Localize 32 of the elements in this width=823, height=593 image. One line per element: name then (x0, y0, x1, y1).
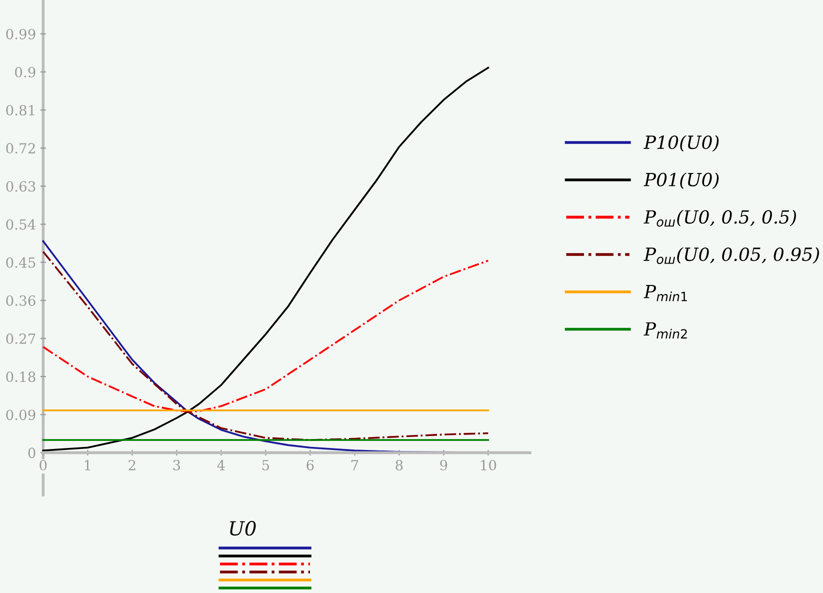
x-tick-label: 4 (217, 460, 225, 470)
legend-label: P$_{min2}$ (644, 322, 687, 338)
x-tick-label: 3 (173, 460, 180, 470)
y-tick-label: 0.09 (6, 410, 36, 420)
x-tick-label: 0 (40, 460, 47, 470)
legend-label: P10(U0) (644, 135, 719, 152)
y-tick-label: 0.45 (6, 257, 36, 268)
legend-label: P$_{ош}$(U0, 0.05, 0.95) (644, 247, 820, 264)
y-tick-label: 0.81 (6, 104, 34, 116)
legend-label: P$_{ош}$(U0, 0.5, 0.5) (644, 210, 796, 227)
y-tick-label: 0.36 (6, 295, 36, 306)
x-tick-label: 5 (262, 460, 270, 470)
y-tick-label: 0.99 (6, 28, 36, 40)
x-tick-label: 9 (440, 460, 448, 470)
y-tick-label: 0.18 (6, 372, 36, 382)
y-tick-label: 0.72 (6, 143, 35, 154)
x-tick-label: 6 (306, 460, 314, 470)
y-tick-label: 0.27 (6, 333, 36, 344)
legend-label: P01(U0) (644, 172, 719, 189)
x-tick-label: 7 (351, 460, 358, 470)
line-series (42, 66, 490, 452)
x-tick-label: 2 (128, 460, 136, 470)
x-axis-title: U0 (230, 520, 256, 536)
x-tick-label: 10 (481, 460, 496, 470)
x-tick-label: 8 (396, 460, 403, 470)
line-series (42, 260, 490, 413)
legend-label: P$_{min1}$ (644, 285, 687, 302)
y-tick-label: 0.63 (6, 181, 36, 192)
y-tick-label: 0 (28, 448, 36, 458)
x-tick-label: 1 (84, 460, 90, 470)
y-tick-label: 0.9 (15, 66, 36, 78)
y-tick-label: 0.54 (6, 219, 36, 230)
